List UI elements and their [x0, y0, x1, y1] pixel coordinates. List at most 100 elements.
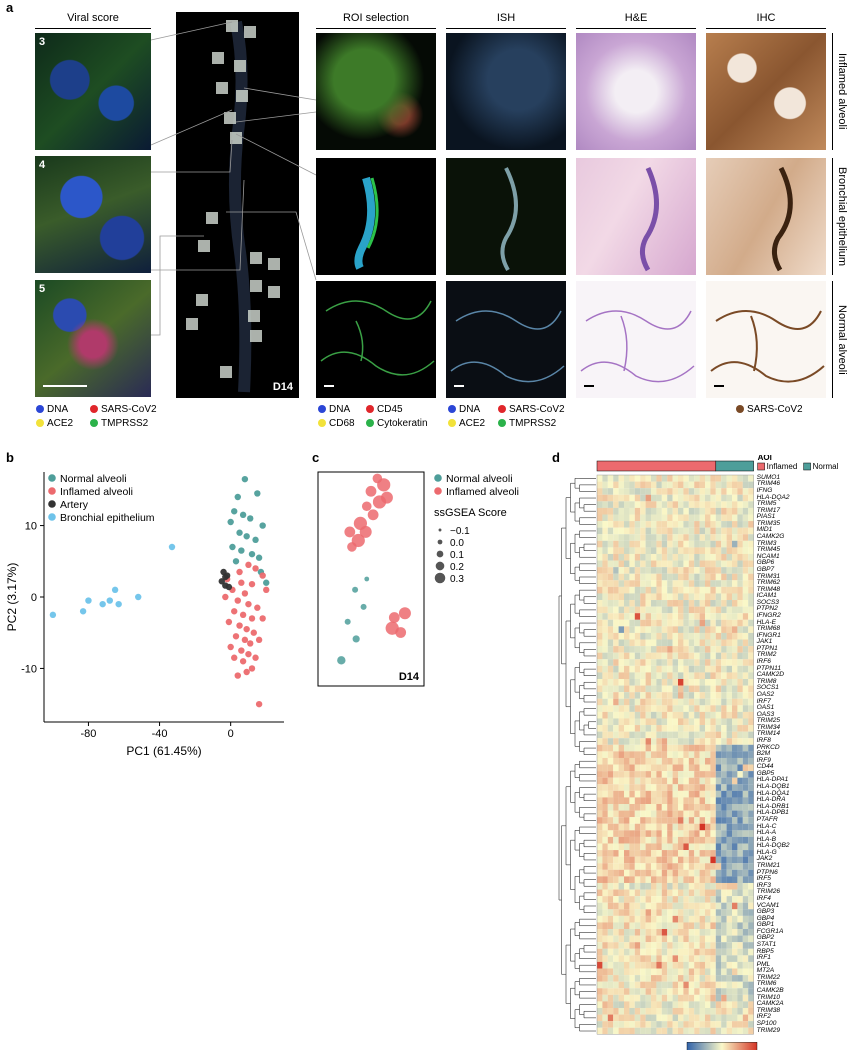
heatmap-cell — [597, 988, 603, 995]
heatmap-cell — [645, 975, 652, 982]
heatmap-cell — [634, 896, 641, 903]
heatmap-cell — [629, 593, 635, 601]
heatmap-cell — [688, 876, 695, 884]
heatmap-cell — [661, 626, 668, 633]
heatmap-row-label: TRIM21 — [756, 862, 781, 870]
heatmap-cell — [667, 823, 673, 831]
heatmap-cell — [667, 639, 673, 647]
heatmap-cell — [715, 731, 722, 739]
annotation-legend-title: AOI — [758, 455, 772, 462]
heatmap-cell — [705, 711, 711, 719]
heatmap-row-label: IFNGR1 — [756, 631, 781, 639]
heatmap-cell — [656, 876, 662, 884]
heatmap-cell — [710, 692, 716, 699]
heatmap-cell — [699, 586, 706, 594]
heatmap-cell — [705, 817, 711, 824]
heatmap-cell — [672, 777, 679, 785]
heatmap-cell — [624, 659, 630, 666]
heatmap-cell — [732, 652, 738, 660]
heatmap-cell — [742, 711, 749, 719]
heatmap-cell — [737, 771, 743, 778]
heatmap-cell — [732, 527, 738, 535]
heatmap-cell — [688, 817, 695, 824]
heatmap-cell — [672, 514, 679, 522]
heatmap-cell — [656, 527, 662, 535]
header-he: H&E — [624, 12, 648, 24]
heatmap-cell — [732, 1001, 738, 1009]
heatmap-cell — [705, 1007, 711, 1015]
heatmap-cell — [597, 553, 603, 561]
heatmap-cell — [678, 836, 684, 844]
chart-tag: D14 — [399, 671, 420, 683]
heatmap-cell — [634, 869, 641, 877]
heatmap-cell — [672, 902, 679, 910]
heatmap-cell — [640, 514, 646, 522]
heatmap-cell — [645, 718, 652, 726]
heatmap-cell — [732, 1007, 738, 1015]
heatmap-cell — [624, 929, 630, 936]
heatmap-cell — [688, 553, 695, 561]
heatmap-cell — [748, 915, 754, 923]
heatmap-row-label: SUMO1 — [756, 473, 781, 481]
heatmap-cell — [699, 902, 706, 910]
heatmap-cell — [667, 929, 673, 936]
heatmap-cell — [672, 738, 679, 745]
heatmap-cell — [726, 639, 733, 647]
heatmap-row-label: TRIM5 — [756, 500, 777, 508]
heatmap-cell — [651, 797, 657, 805]
heatmap-cell — [613, 975, 619, 982]
heatmap-cell — [597, 909, 603, 916]
heatmap-cell — [748, 698, 754, 706]
heatmap-cell — [742, 929, 749, 936]
legend-label: TMPRSS2 — [509, 418, 557, 429]
heatmap-cell — [651, 850, 657, 857]
heatmap-cell — [732, 771, 738, 778]
heatmap-cell — [667, 1001, 673, 1009]
heatmap-cell — [651, 896, 657, 903]
heatmap-cell — [645, 527, 652, 535]
heatmap-cell — [715, 856, 722, 864]
heatmap-cell — [597, 613, 603, 620]
heatmap-cell — [661, 619, 668, 627]
heatmap-cell — [597, 711, 603, 719]
heatmap-cell — [624, 764, 630, 772]
heatmap-cell — [597, 718, 603, 726]
heatmap-cell — [732, 863, 738, 870]
heatmap-cell — [645, 869, 652, 877]
heatmap-cell — [629, 626, 635, 633]
heatmap-cell — [634, 902, 641, 910]
size-legend-dot — [437, 539, 443, 545]
heatmap-cell — [688, 1021, 695, 1028]
heatmap-cell — [688, 889, 695, 897]
heatmap-cell — [667, 521, 673, 528]
heatmap-cell — [694, 711, 700, 719]
heatmap-cell — [629, 547, 635, 555]
heatmap-cell — [710, 777, 716, 785]
heatmap-row-label: ICAM1 — [756, 592, 777, 600]
heatmap-cell — [651, 823, 657, 831]
heatmap-cell — [624, 981, 630, 989]
heatmap-cell — [607, 935, 614, 943]
heatmap-cell — [732, 514, 738, 522]
heatmap-cell — [732, 593, 738, 601]
heatmap-cell — [661, 652, 668, 660]
heatmap-cell — [634, 731, 641, 739]
heatmap-cell — [726, 501, 733, 508]
heatmap-cell — [602, 534, 608, 541]
heatmap-cell — [678, 475, 684, 482]
heatmap-cell — [715, 646, 722, 653]
heatmap-cell — [667, 876, 673, 884]
heatmap-cell — [651, 744, 657, 752]
heatmap-cell — [694, 935, 700, 943]
heatmap-cell — [683, 955, 689, 962]
heatmap-cell — [607, 613, 614, 620]
heatmap-cell — [645, 764, 652, 772]
heatmap-cell — [721, 501, 727, 508]
heatmap-cell — [618, 757, 625, 765]
heatmap-cell — [645, 889, 652, 897]
heatmap-cell — [645, 711, 652, 719]
heatmap-cell — [656, 698, 662, 706]
heatmap-cell — [629, 1027, 635, 1035]
heatmap-cell — [634, 935, 641, 943]
heatmap-cell — [645, 922, 652, 930]
